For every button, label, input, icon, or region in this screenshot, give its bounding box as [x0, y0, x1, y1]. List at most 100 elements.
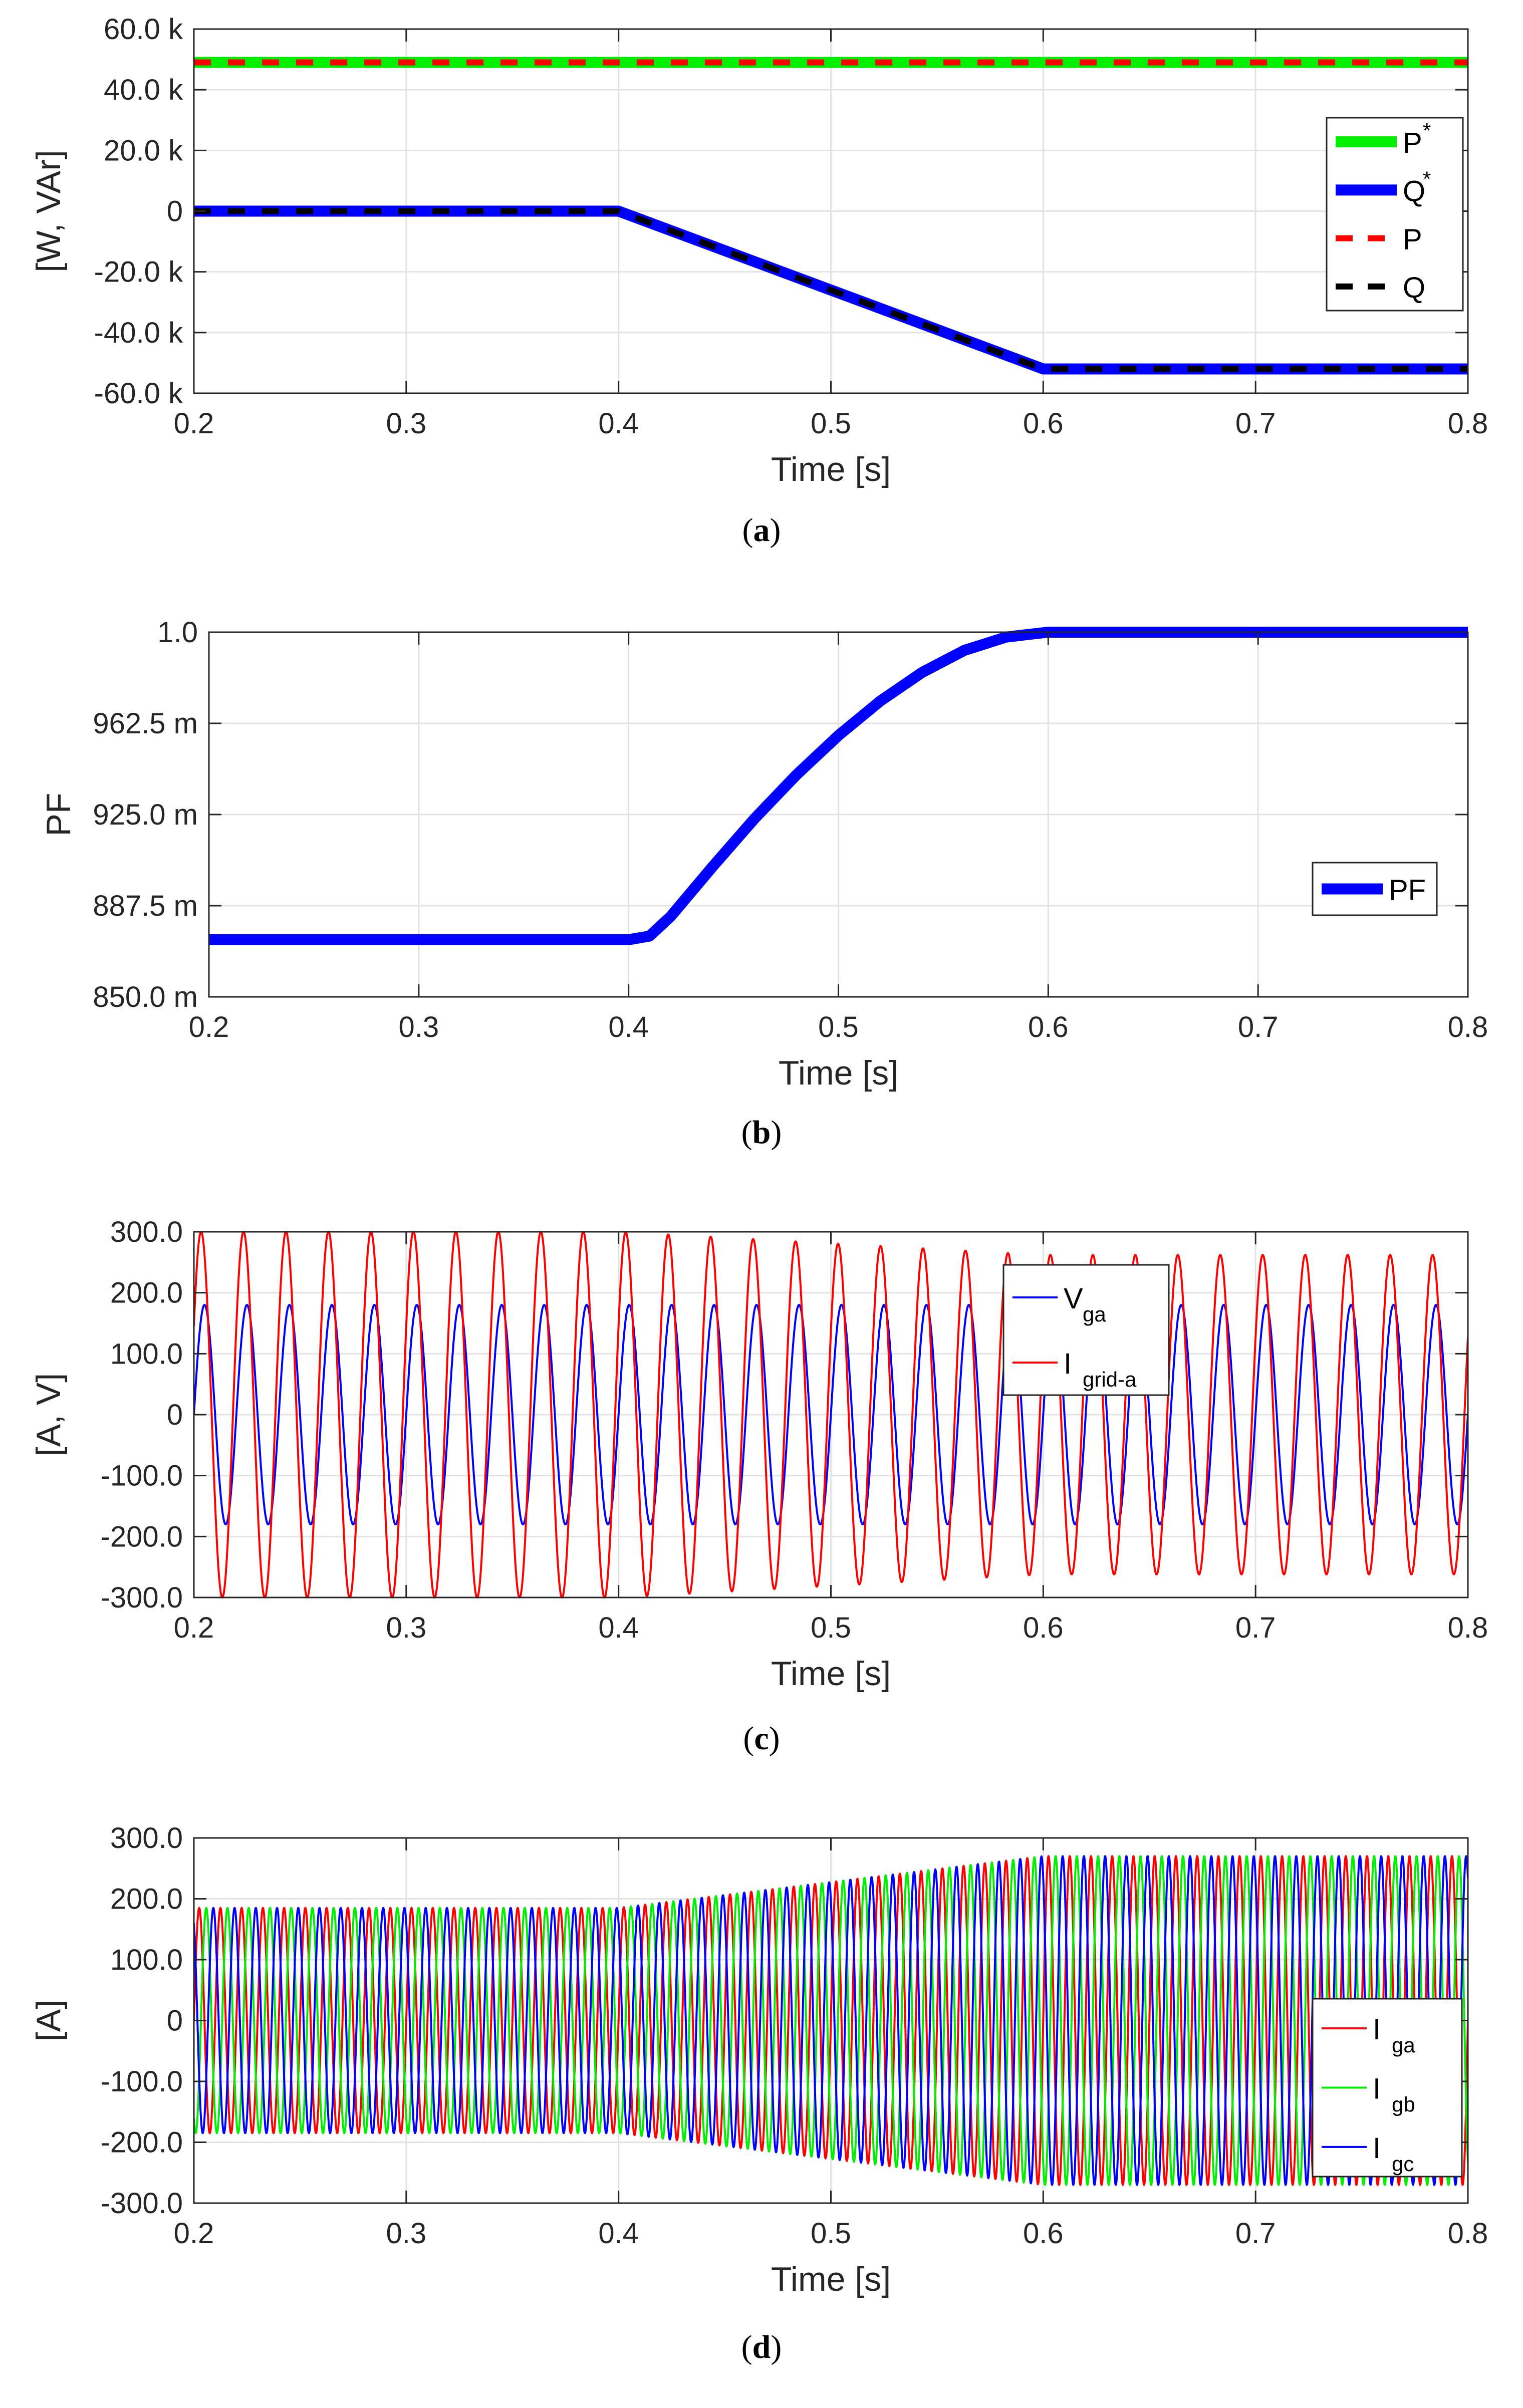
- legend-label-sup: *: [1423, 167, 1431, 190]
- y-tick-label: -200.0: [101, 2126, 183, 2159]
- x-tick-label: 0.5: [811, 407, 851, 440]
- chart-a: 0.2 0.3 0.4 0.5 0.6 0.7 0.8 60.0 k 40.0 k 20.0 k 0…: [30, 13, 1488, 549]
- y-tick-label: -200.0: [101, 1520, 183, 1553]
- y-axis-label: PF: [40, 793, 78, 837]
- y-axis-label: [W, VAr]: [30, 150, 68, 272]
- series-group: [194, 1855, 1468, 2186]
- y-tick-label: 200.0: [110, 1883, 183, 1916]
- legend-label-P*: P: [1403, 127, 1422, 159]
- series-group: [209, 627, 1468, 945]
- x-tick-label: 0.3: [386, 1612, 427, 1644]
- x-tick-label: 0.4: [598, 407, 639, 440]
- legend-label-Vga: V: [1064, 1282, 1083, 1315]
- x-tick-label: 0.2: [189, 1011, 229, 1043]
- y-tick-label: -100.0: [101, 2065, 183, 2098]
- legend-label-sub: gb: [1392, 2093, 1415, 2116]
- y-tick-label: 200.0: [110, 1277, 183, 1309]
- legend-label-Igb: I: [1373, 2073, 1381, 2105]
- x-tick-label: 0.6: [1023, 1612, 1064, 1644]
- series-line-Q: [194, 208, 1468, 372]
- legend-label-sub: ga: [1392, 2033, 1415, 2057]
- y-tick-label: 100.0: [110, 1944, 183, 1976]
- series-line-Igc: [194, 1855, 1468, 2186]
- x-tick-label: 0.4: [598, 1612, 639, 1644]
- y-tick-label: 40.0 k: [104, 74, 183, 106]
- chart-d: 0.2 0.3 0.4 0.5 0.6 0.7 0.8 300.0 200.0 100.0 0 -10…: [30, 1822, 1488, 2365]
- x-tick-label: 0.4: [598, 2217, 639, 2250]
- x-tick-label: 0.3: [386, 407, 427, 440]
- y-tick-label: -100.0: [101, 1460, 183, 1492]
- legend-label-P: P: [1403, 223, 1422, 256]
- x-tick-label: 0.6: [1023, 407, 1064, 440]
- y-tick-label: 0: [167, 1399, 183, 1431]
- chart-c: 0.2 0.3 0.4 0.5 0.6 0.7 0.8 300.0 200.0 100.0 0 -10…: [30, 1216, 1488, 1757]
- legend-label-sub: grid-a: [1083, 1368, 1137, 1391]
- x-tick-label: 0.2: [174, 2217, 214, 2250]
- y-tick-label: 1.0: [157, 616, 198, 649]
- x-tick-label: 0.5: [818, 1011, 859, 1043]
- x-tick-label: 0.8: [1448, 1011, 1488, 1043]
- legend-label-PF: PF: [1389, 874, 1426, 907]
- x-tick-label: 0.7: [1235, 2217, 1276, 2250]
- x-axis-label: Time [s]: [771, 1655, 891, 1693]
- x-tick-label: 0.8: [1448, 2217, 1488, 2250]
- series-line-PF: [209, 627, 1468, 945]
- legend-label-sub: ga: [1083, 1302, 1106, 1326]
- x-tick-label: 0.2: [174, 407, 214, 440]
- y-tick-label: 20.0 k: [104, 134, 183, 167]
- figure-caption: (a): [742, 512, 781, 549]
- series-line-Iga: [194, 1855, 1468, 2186]
- y-tick-label: -300.0: [101, 1581, 183, 1614]
- y-tick-label: -60.0 k: [94, 377, 183, 410]
- y-axis-label: [A]: [30, 2000, 68, 2041]
- y-tick-label: -20.0 k: [94, 256, 183, 289]
- y-tick-label: 962.5 m: [93, 707, 198, 740]
- series-group: [194, 57, 1468, 375]
- series-group: [194, 1231, 1468, 1598]
- y-tick-label: 0: [167, 195, 183, 228]
- y-tick-label: 300.0: [110, 1216, 183, 1248]
- x-tick-label: 0.8: [1448, 1612, 1488, 1644]
- y-tick-label: -300.0: [101, 2187, 183, 2220]
- legend-label-Iga: I: [1373, 2013, 1381, 2046]
- x-axis-label: Time [s]: [779, 1054, 898, 1092]
- x-tick-label: 0.5: [811, 1612, 851, 1644]
- legend-label-Q: Q: [1403, 272, 1425, 304]
- chart-b: 0.2 0.3 0.4 0.5 0.6 0.7 0.8 1.0 962.5 m 925.0 m 88…: [40, 616, 1488, 1151]
- series-line-Igrid-a: [194, 1231, 1468, 1598]
- series-line-Igb: [194, 1855, 1468, 2186]
- x-axis-label: Time [s]: [771, 2260, 891, 2298]
- figure-caption: (c): [743, 1720, 780, 1757]
- x-tick-label: 0.8: [1448, 407, 1488, 440]
- y-tick-label: 60.0 k: [104, 13, 183, 46]
- series-line-Vga: [194, 1304, 1468, 1525]
- y-tick-label: 887.5 m: [93, 890, 198, 922]
- x-tick-label: 0.6: [1028, 1011, 1069, 1043]
- legend-label-Igc: I: [1373, 2132, 1381, 2165]
- x-tick-label: 0.5: [811, 2217, 851, 2250]
- x-tick-label: 0.4: [608, 1011, 649, 1043]
- y-tick-label: 850.0 m: [93, 981, 198, 1013]
- x-tick-label: 0.2: [174, 1612, 214, 1644]
- legend: P *Q*PQ: [1326, 117, 1464, 312]
- y-axis-label: [A, V]: [30, 1373, 68, 1456]
- x-tick-label: 0.6: [1023, 2217, 1064, 2250]
- legend-label-sup: *: [1423, 119, 1431, 142]
- legend-box: [1326, 117, 1464, 312]
- y-tick-label: -40.0 k: [94, 317, 183, 349]
- x-tick-label: 0.7: [1238, 1011, 1279, 1043]
- y-tick-label: 0: [167, 2005, 183, 2037]
- x-axis-label: Time [s]: [771, 450, 891, 488]
- legend-box: [1002, 1264, 1170, 1396]
- x-tick-label: 0.7: [1235, 1612, 1276, 1644]
- y-tick-label: 925.0 m: [93, 798, 198, 831]
- x-tick-label: 0.3: [386, 2217, 427, 2250]
- x-tick-label: 0.7: [1235, 407, 1276, 440]
- legend-label-Q*: Q: [1403, 175, 1425, 207]
- y-tick-label: 300.0: [110, 1822, 183, 1854]
- figure-caption: (b): [741, 1114, 782, 1151]
- y-tick-label: 100.0: [110, 1337, 183, 1370]
